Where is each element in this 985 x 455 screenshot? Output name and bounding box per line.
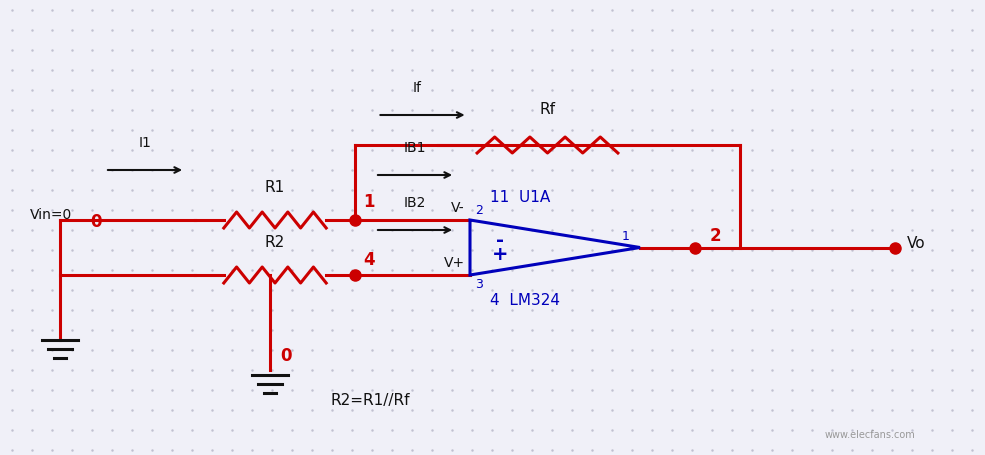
Text: IB2: IB2 — [404, 196, 427, 210]
Text: Rf: Rf — [540, 102, 556, 117]
Text: I1: I1 — [139, 136, 152, 150]
Text: V+: V+ — [444, 256, 465, 270]
Text: 1: 1 — [363, 193, 374, 211]
Text: 11  U1A: 11 U1A — [490, 190, 551, 205]
Text: 4: 4 — [363, 251, 374, 269]
Text: 0: 0 — [280, 347, 292, 365]
Text: 3: 3 — [475, 278, 483, 291]
Text: www.elecfans.com: www.elecfans.com — [824, 430, 915, 440]
Text: 2: 2 — [710, 227, 722, 245]
Text: 2: 2 — [475, 204, 483, 217]
Text: Vin=0: Vin=0 — [30, 208, 72, 222]
Text: 1: 1 — [623, 229, 630, 243]
Text: R2=R1//Rf: R2=R1//Rf — [330, 393, 410, 408]
Text: -: - — [496, 231, 504, 249]
Text: V-: V- — [451, 201, 465, 215]
Text: If: If — [413, 81, 422, 95]
Text: +: + — [492, 246, 508, 264]
Text: 0: 0 — [90, 213, 101, 231]
Text: Vo: Vo — [907, 236, 926, 251]
Text: R1: R1 — [265, 180, 285, 195]
Text: R2: R2 — [265, 235, 285, 250]
Text: 4  LM324: 4 LM324 — [490, 293, 560, 308]
Text: IB1: IB1 — [404, 141, 427, 155]
